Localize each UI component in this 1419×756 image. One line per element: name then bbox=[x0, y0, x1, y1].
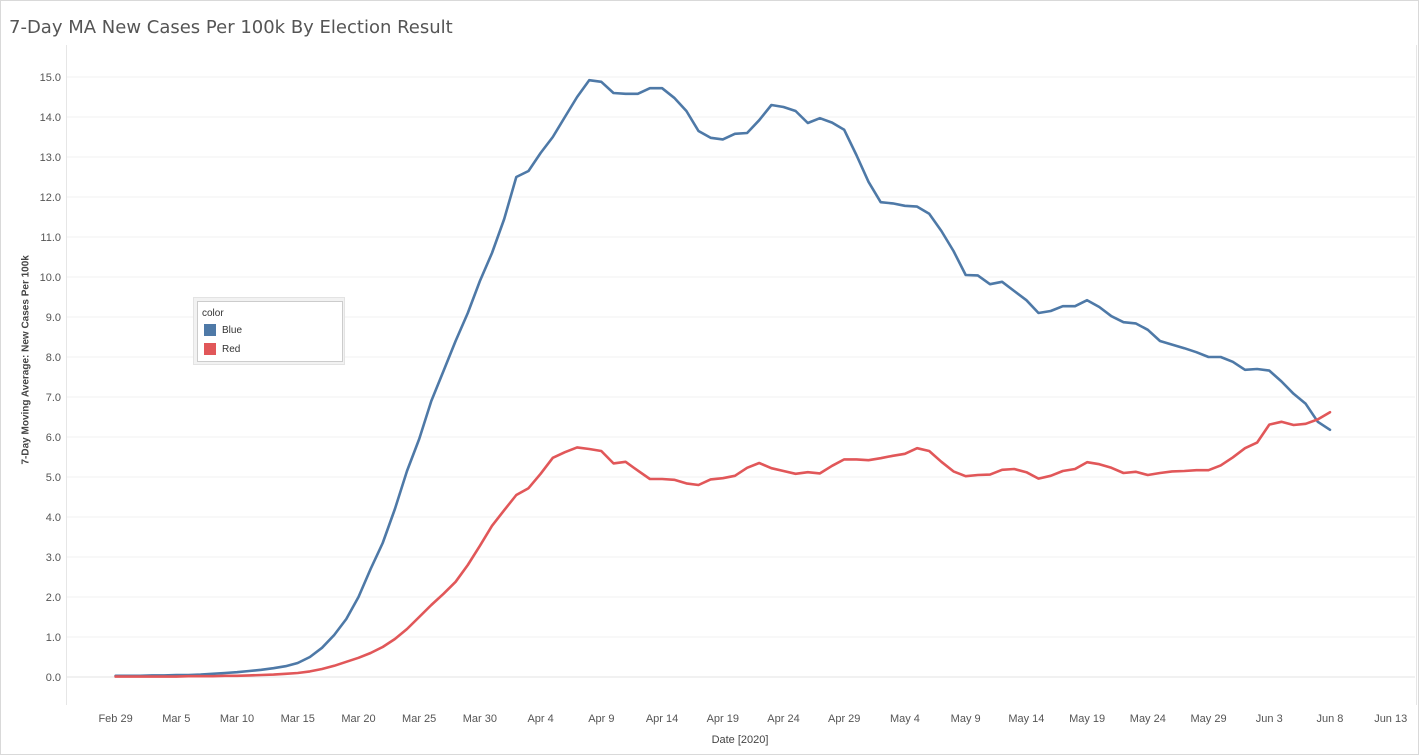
x-tick-label: May 24 bbox=[1130, 713, 1166, 725]
legend-swatch-blue bbox=[204, 324, 216, 336]
y-tick-label: 4.0 bbox=[46, 512, 61, 524]
x-tick-label: Apr 19 bbox=[707, 713, 739, 725]
y-axis-label: 7-Day Moving Average: New Cases Per 100k bbox=[20, 255, 32, 465]
series-line-blue[interactable] bbox=[114, 78, 1332, 678]
x-tick-label: Jun 8 bbox=[1317, 713, 1344, 725]
y-tick-label: 11.0 bbox=[40, 232, 61, 244]
x-tick-label: May 19 bbox=[1069, 713, 1105, 725]
x-tick-label: Mar 25 bbox=[402, 713, 436, 725]
y-tick-label: 14.0 bbox=[40, 112, 61, 124]
y-tick-label: 12.0 bbox=[40, 192, 61, 204]
x-tick-label: Apr 4 bbox=[527, 713, 553, 725]
x-tick-label: Apr 9 bbox=[588, 713, 614, 725]
x-tick-label: Mar 5 bbox=[162, 713, 190, 725]
series-lines bbox=[114, 78, 1332, 678]
legend-label-red: Red bbox=[222, 343, 241, 355]
y-tick-label: 7.0 bbox=[46, 392, 61, 404]
x-tick-label: Apr 14 bbox=[646, 713, 678, 725]
chart-title: 7-Day MA New Cases Per 100k By Election … bbox=[9, 17, 453, 38]
x-tick-labels: Feb 29 Mar 5 Mar 10 Mar 15 Mar 20 Mar 25 Mar 3… bbox=[98, 713, 1407, 725]
legend-label-blue: Blue bbox=[222, 324, 243, 336]
legend[interactable]: color Blue Red bbox=[193, 297, 345, 365]
series-line-red[interactable] bbox=[114, 410, 1332, 678]
x-tick-label: Jun 3 bbox=[1256, 713, 1283, 725]
gridlines bbox=[67, 76, 1415, 678]
plot-area-border bbox=[66, 45, 1417, 705]
y-tick-label: 10.0 bbox=[40, 272, 61, 284]
legend-swatch-red bbox=[204, 343, 216, 355]
y-tick-label: 3.0 bbox=[46, 552, 61, 564]
x-tick-label: May 9 bbox=[951, 713, 981, 725]
x-tick-label: Mar 15 bbox=[281, 713, 315, 725]
legend-box: color Blue Red bbox=[197, 301, 343, 362]
x-tick-label: May 4 bbox=[890, 713, 920, 725]
x-tick-label: Apr 29 bbox=[828, 713, 860, 725]
y-tick-labels: 0.0 1.0 2.0 3.0 4.0 5.0 6.0 7.0 8.0 9.0 10.0 11.0 12… bbox=[40, 72, 61, 684]
y-tick-label: 0.0 bbox=[46, 672, 61, 684]
y-tick-label: 5.0 bbox=[46, 472, 61, 484]
x-tick-label: Mar 10 bbox=[220, 713, 254, 725]
y-tick-label: 1.0 bbox=[46, 632, 61, 644]
x-tick-label: May 14 bbox=[1008, 713, 1044, 725]
x-tick-label: Feb 29 bbox=[98, 713, 132, 725]
x-axis-label: Date [2020] bbox=[711, 734, 769, 746]
y-tick-label: 8.0 bbox=[46, 352, 61, 364]
y-tick-label: 13.0 bbox=[40, 152, 61, 164]
y-tick-label: 9.0 bbox=[46, 312, 61, 324]
legend-title: color bbox=[202, 308, 224, 319]
legend-item-blue[interactable]: Blue bbox=[204, 323, 242, 337]
legend-item-red[interactable]: Red bbox=[204, 342, 240, 356]
x-tick-label: Mar 20 bbox=[341, 713, 375, 725]
y-tick-label: 15.0 bbox=[40, 72, 61, 84]
y-tick-label: 6.0 bbox=[46, 432, 61, 444]
x-tick-label: May 29 bbox=[1191, 713, 1227, 725]
x-tick-label: Mar 30 bbox=[463, 713, 497, 725]
y-tick-label: 2.0 bbox=[46, 592, 61, 604]
x-tick-label: Apr 24 bbox=[767, 713, 799, 725]
x-tick-label: Jun 13 bbox=[1374, 713, 1407, 725]
